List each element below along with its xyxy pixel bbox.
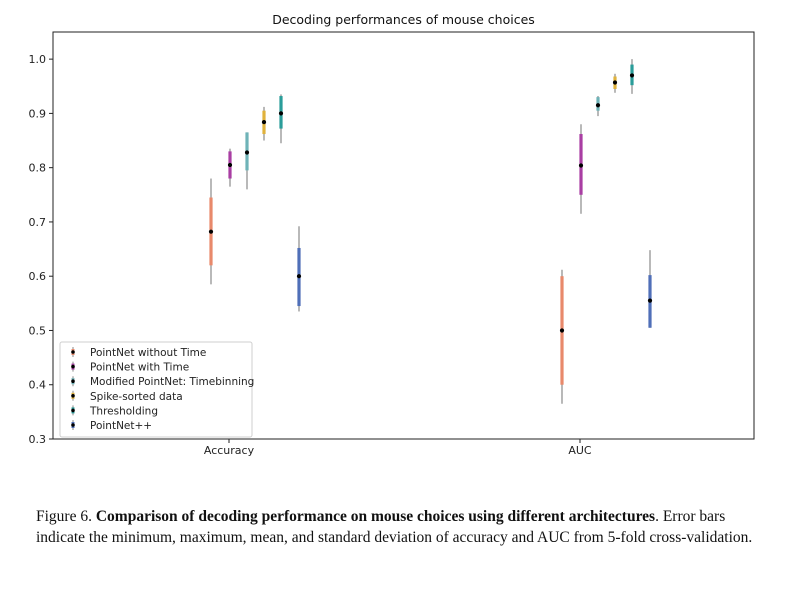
legend-label: Thresholding xyxy=(89,405,158,417)
y-tick-label: 0.7 xyxy=(29,216,47,229)
legend-label: PointNet++ xyxy=(90,420,152,432)
legend-label: Modified PointNet: Timebinning xyxy=(90,376,254,388)
mean-point xyxy=(559,328,565,333)
errorbar-auc xyxy=(612,73,618,93)
y-tick-label: 0.5 xyxy=(29,324,47,337)
x-tick-label: AUC xyxy=(568,444,592,457)
legend-label: Spike-sorted data xyxy=(90,391,183,403)
legend-entry: Thresholding xyxy=(71,405,158,417)
caption-bold: Comparison of decoding performance on mo… xyxy=(95,508,656,525)
legend-label: PointNet with Time xyxy=(90,362,189,374)
errorbar-auc xyxy=(595,96,601,117)
errorbar-accuracy xyxy=(278,94,284,144)
chart: Decoding performances of mouse choices 0… xyxy=(29,12,755,457)
errorbar-accuracy xyxy=(208,178,214,285)
errorbar-accuracy xyxy=(296,226,302,312)
mean-point xyxy=(578,163,584,168)
errorbar-auc xyxy=(647,250,653,328)
x-tick-label: Accuracy xyxy=(204,444,255,457)
caption-rest: . Error bars indicate the minimum, maxim… xyxy=(36,508,753,546)
legend-label: PointNet without Time xyxy=(90,347,206,359)
mean-point xyxy=(208,229,214,234)
y-tick-label: 1.0 xyxy=(29,53,47,66)
y-axis: 0.3 0.4 0.5 0.6 0.7 0.8 0.9 1.0 xyxy=(29,53,53,446)
mean-point xyxy=(629,73,635,78)
legend-marker xyxy=(71,364,75,369)
y-tick-label: 0.4 xyxy=(29,379,47,392)
legend-entry: PointNet without Time xyxy=(71,347,206,359)
mean-point xyxy=(595,103,601,108)
legend-marker xyxy=(71,379,75,384)
figure-caption: Figure 6. Comparison of decoding perform… xyxy=(36,506,776,548)
y-tick-label: 0.6 xyxy=(29,270,47,283)
errorbar-auc xyxy=(559,269,565,404)
mean-point xyxy=(647,298,653,303)
mean-point xyxy=(227,162,233,168)
legend-marker xyxy=(71,394,75,398)
mean-point xyxy=(261,119,267,125)
mean-point xyxy=(244,150,250,155)
errorbar-accuracy xyxy=(244,132,250,190)
legend-box xyxy=(59,341,253,438)
chart-title: Decoding performances of mouse choices xyxy=(272,12,535,27)
error-bars xyxy=(208,59,653,404)
legend-entry: Modified PointNet: Timebinning xyxy=(71,376,254,388)
errorbar-auc xyxy=(629,59,635,94)
legend: PointNet without Time PointNet with Time M… xyxy=(59,341,254,438)
mean-point xyxy=(296,274,302,279)
errorbar-accuracy xyxy=(227,148,233,187)
x-axis: Accuracy AUC xyxy=(204,439,592,457)
legend-entry: Spike-sorted data xyxy=(71,390,183,403)
y-tick-label: 0.3 xyxy=(29,433,47,446)
y-tick-label: 0.9 xyxy=(29,107,47,120)
errorbar-accuracy xyxy=(261,106,267,141)
mean-point xyxy=(278,111,284,116)
legend-entry: PointNet with Time xyxy=(71,361,189,374)
legend-marker xyxy=(71,350,75,354)
errorbar-auc xyxy=(578,124,584,214)
caption-prefix: Figure 6. xyxy=(36,508,96,525)
legend-marker xyxy=(71,408,75,413)
legend-marker xyxy=(71,423,75,427)
mean-point xyxy=(612,80,618,85)
y-tick-label: 0.8 xyxy=(29,162,47,175)
legend-entry: PointNet++ xyxy=(71,420,152,432)
plot-frame xyxy=(52,31,755,440)
